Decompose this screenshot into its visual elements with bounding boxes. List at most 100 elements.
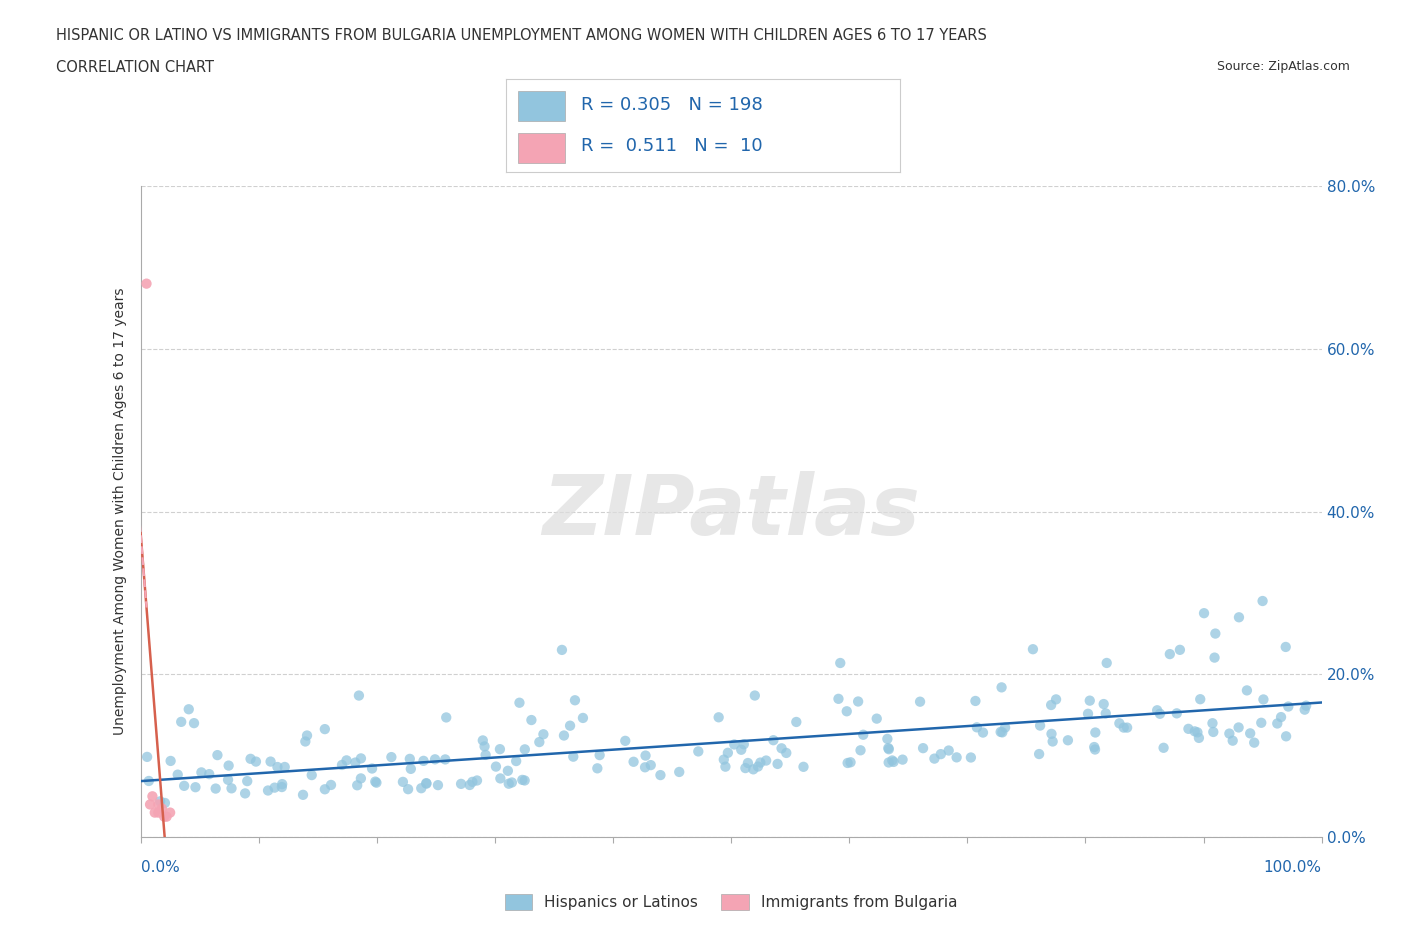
Point (364, 774, 387, 789)
Point (1253, 692, 1275, 707)
Point (344, 755, 367, 770)
Point (434, 710, 457, 724)
Point (301, 767, 323, 782)
Point (688, 744, 710, 759)
Text: CORRELATION CHART: CORRELATION CHART (56, 60, 214, 75)
Point (148, 805, 170, 820)
Point (733, 737, 755, 751)
Point (141, 789, 163, 804)
Point (714, 759, 737, 774)
Point (1251, 593, 1274, 608)
Point (266, 760, 288, 775)
Point (938, 743, 960, 758)
Point (474, 748, 496, 763)
Point (485, 759, 508, 774)
Point (1029, 718, 1052, 733)
Point (1189, 692, 1212, 707)
Point (877, 740, 900, 755)
Point (623, 754, 645, 769)
Point (1108, 716, 1130, 731)
Point (1227, 610, 1250, 625)
Point (166, 767, 188, 782)
Point (747, 759, 769, 774)
Point (415, 776, 437, 790)
Point (529, 735, 551, 750)
Point (924, 751, 946, 766)
Point (190, 765, 212, 780)
Point (1045, 692, 1067, 707)
Point (734, 761, 756, 776)
Text: HISPANIC OR LATINO VS IMMIGRANTS FROM BULGARIA UNEMPLOYMENT AMONG WOMEN WITH CHI: HISPANIC OR LATINO VS IMMIGRANTS FROM BU… (56, 28, 987, 43)
Point (785, 714, 807, 729)
Point (295, 728, 318, 743)
Point (136, 750, 159, 764)
Point (876, 731, 898, 746)
Point (1227, 720, 1250, 735)
Point (508, 696, 530, 711)
Point (159, 805, 181, 820)
Point (461, 775, 484, 790)
Point (153, 809, 176, 824)
Point (350, 751, 373, 765)
Point (564, 693, 586, 708)
Point (330, 758, 353, 773)
Point (1040, 726, 1063, 741)
Point (1294, 702, 1316, 717)
FancyBboxPatch shape (517, 133, 565, 163)
Point (207, 748, 229, 763)
Point (1236, 683, 1258, 698)
Point (1250, 715, 1272, 730)
Point (650, 767, 672, 782)
Point (908, 695, 931, 710)
Point (415, 777, 437, 791)
Point (1270, 710, 1292, 724)
Point (148, 797, 170, 812)
Point (153, 795, 176, 810)
Point (553, 728, 575, 743)
Point (366, 776, 388, 790)
Point (770, 741, 793, 756)
FancyBboxPatch shape (517, 91, 565, 121)
Point (586, 761, 609, 776)
Text: R = 0.305   N = 198: R = 0.305 N = 198 (581, 96, 762, 114)
Point (994, 720, 1017, 735)
Point (945, 750, 967, 764)
Point (335, 753, 357, 768)
Point (990, 724, 1012, 739)
Text: Source: ZipAtlas.com: Source: ZipAtlas.com (1216, 60, 1350, 73)
Point (835, 704, 858, 719)
Point (361, 761, 384, 776)
Point (236, 774, 259, 789)
Point (501, 775, 523, 790)
Text: ZIPatlas: ZIPatlas (543, 471, 920, 552)
Point (1204, 650, 1226, 665)
Point (465, 773, 488, 788)
Point (723, 737, 745, 752)
Point (177, 702, 200, 717)
Point (1239, 726, 1261, 741)
Point (184, 779, 207, 794)
Point (204, 781, 226, 796)
Point (891, 752, 914, 767)
Point (766, 756, 789, 771)
Point (510, 773, 533, 788)
Point (346, 777, 368, 792)
Point (572, 711, 595, 725)
Text: 0.0%: 0.0% (141, 860, 180, 875)
Point (221, 781, 243, 796)
Point (239, 751, 262, 766)
Point (139, 797, 162, 812)
Y-axis label: Unemployment Among Women with Children Ages 6 to 17 years: Unemployment Among Women with Children A… (114, 287, 128, 736)
Point (259, 754, 281, 769)
Point (271, 777, 294, 791)
Point (744, 688, 766, 703)
Point (498, 777, 520, 791)
Point (852, 727, 875, 742)
Point (742, 762, 765, 777)
Point (1188, 730, 1211, 745)
Point (1222, 733, 1244, 748)
Point (474, 739, 496, 754)
Point (399, 762, 422, 777)
Point (846, 694, 869, 709)
Point (1274, 640, 1296, 655)
